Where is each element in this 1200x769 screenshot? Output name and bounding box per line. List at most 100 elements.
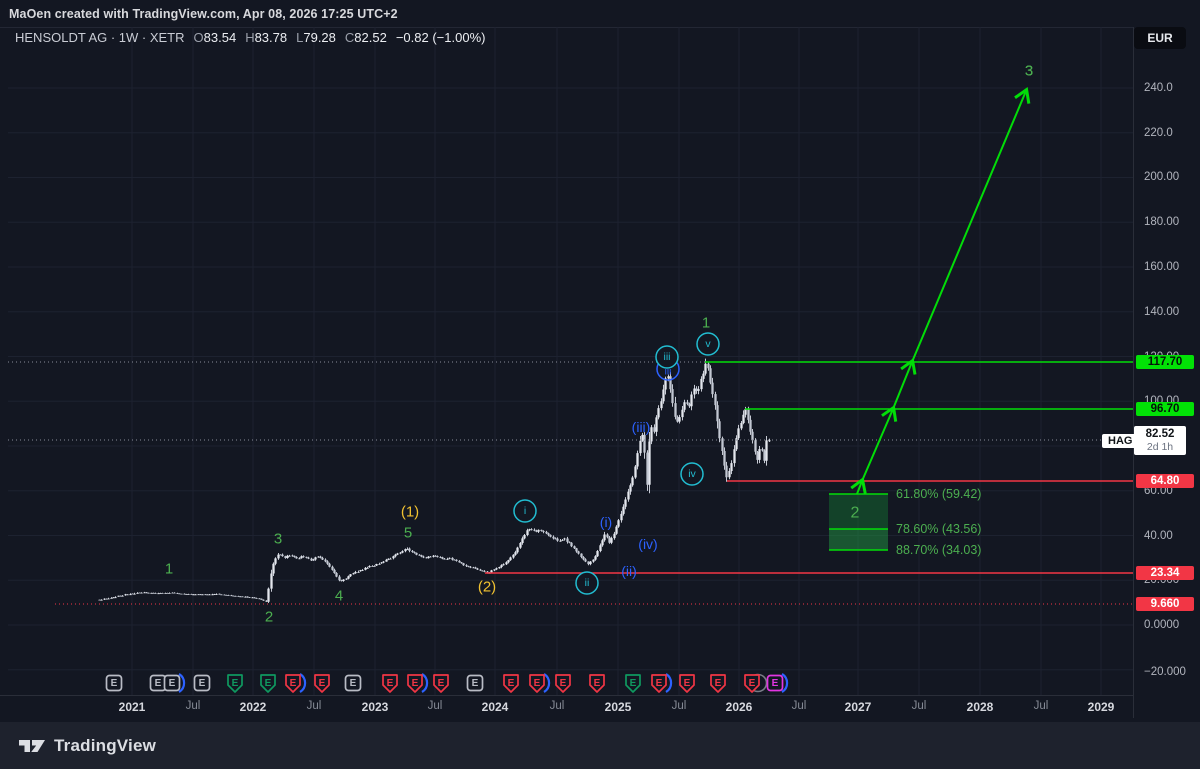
wave-label-blue-(iv)[interactable]: (iv) <box>638 536 657 552</box>
svg-text:E: E <box>749 678 756 689</box>
earnings-badge-red-icon[interactable]: E <box>679 674 695 693</box>
earnings-badge-red-icon[interactable]: E <box>314 674 330 693</box>
svg-text:E: E <box>438 678 445 689</box>
wave-circle-teal-iii[interactable] <box>655 345 679 369</box>
time-axis[interactable]: 2021 Jul 2022 Jul 2023 Jul 2024 Jul 2025 Jul 2026 J… <box>0 695 1133 723</box>
wave-label-green-5[interactable]: 5 <box>404 525 412 542</box>
wave-label-yellow-(2)[interactable]: (2) <box>478 579 496 596</box>
ohlc-values: O83.54 H83.78 L79.28 C82.52 <box>194 30 387 45</box>
price-axis-label: 200.00 <box>1144 171 1180 183</box>
earnings-badge-green-icon[interactable]: E <box>625 674 641 693</box>
time-axis-label-Jul: Jul <box>306 700 322 712</box>
earnings-badge-square-icon[interactable]: E <box>149 674 167 692</box>
time-axis-label-2022: 2022 <box>239 700 267 714</box>
earnings-badge-red-icon[interactable]: E <box>433 674 449 693</box>
time-axis-label-2027: 2027 <box>844 700 872 714</box>
wave-label-blue-(i)[interactable]: (i) <box>600 514 612 530</box>
svg-text:E: E <box>412 678 419 689</box>
change-value: −0.82 (−1.00%) <box>395 30 486 45</box>
svg-text:E: E <box>232 678 239 689</box>
svg-text:E: E <box>265 678 272 689</box>
candlestick-series <box>98 358 771 603</box>
price-level-badge-117.70: 117.70 <box>1136 355 1194 369</box>
time-axis-label-2025: 2025 <box>604 700 632 714</box>
earnings-badge-square-icon[interactable]: E <box>163 673 186 693</box>
projection-arrow[interactable]: 3 <box>850 63 1033 495</box>
earnings-badge-red-icon[interactable]: E <box>744 673 768 693</box>
wave-circle-teal-i-text: i <box>524 505 526 517</box>
wave-label-green-1[interactable]: 1 <box>702 315 710 332</box>
svg-text:E: E <box>594 678 601 689</box>
svg-text:E: E <box>656 678 663 689</box>
earnings-badge-red-icon[interactable]: E <box>710 674 726 693</box>
earnings-badge-red-icon[interactable]: E <box>651 673 673 693</box>
price-axis-label: 180.00 <box>1144 216 1180 228</box>
wave-label-blue-(ii)[interactable]: (ii) <box>621 563 637 579</box>
earnings-badge-red-icon[interactable]: E <box>555 674 571 693</box>
wave-label-green-3[interactable]: 3 <box>274 531 282 548</box>
wave-circle-teal-v[interactable] <box>696 332 720 356</box>
fib-retracement[interactable]: 61.80% (59.42) 78.60% (43.56) 88.70% (34.0… <box>829 487 981 557</box>
earnings-badge-square-icon[interactable]: E <box>344 674 362 692</box>
earnings-badge-green-icon[interactable]: E <box>260 674 276 693</box>
svg-text:E: E <box>560 678 567 689</box>
price-level-badge-96.70: 96.70 <box>1136 402 1194 416</box>
svg-text:E: E <box>508 678 515 689</box>
wave-label-yellow-(1)[interactable]: (1) <box>401 504 419 521</box>
earnings-badge-red-icon[interactable]: E <box>529 673 551 693</box>
svg-text:E: E <box>290 678 297 689</box>
time-axis-label-Jul: Jul <box>549 700 565 712</box>
symbol-price-line-label: HAG <box>1102 434 1139 448</box>
wave-label-green-4[interactable]: 4 <box>335 588 343 605</box>
time-axis-label-Jul: Jul <box>671 700 687 712</box>
svg-text:E: E <box>169 678 176 689</box>
svg-text:E: E <box>387 678 394 689</box>
earnings-badge-red-icon[interactable]: E <box>503 674 519 693</box>
price-level-lines[interactable] <box>8 361 1133 605</box>
wave-circle-teal-ii[interactable] <box>575 571 599 595</box>
time-axis-label-2021: 2021 <box>118 700 146 714</box>
price-axis[interactable]: 240.0220.0200.00180.00160.00140.00120.00… <box>1133 27 1200 718</box>
wave-label-green-3[interactable]: 3 <box>1025 63 1033 80</box>
earnings-badge-magenta-icon[interactable]: E <box>766 673 789 693</box>
ohlc-o: O83.54 <box>193 30 237 45</box>
earnings-badge-red-icon[interactable]: E <box>382 674 398 693</box>
price-axis-label: 240.0 <box>1144 82 1173 94</box>
price-axis-label: 60.00 <box>1144 485 1173 497</box>
earnings-badge-red-icon[interactable]: E <box>285 673 307 693</box>
time-axis-label-Jul: Jul <box>791 700 807 712</box>
wave-circle-blue-iii-text: iii <box>665 367 672 378</box>
time-axis-label-Jul: Jul <box>427 700 443 712</box>
symbol-title[interactable]: HENSOLDT AG · 1W · XETR <box>15 30 185 45</box>
bar-countdown: 2d 1h <box>1146 441 1174 453</box>
attribution-bar: MaOen created with TradingView.com, Apr … <box>0 0 1200 28</box>
tradingview-logo-icon[interactable] <box>18 735 46 757</box>
wave-label-green-2[interactable]: 2 <box>265 609 273 626</box>
price-axis-label: 160.00 <box>1144 261 1180 273</box>
wave-circle-teal-iv[interactable] <box>680 462 704 486</box>
svg-text:E: E <box>199 678 206 689</box>
currency-button[interactable]: EUR <box>1134 27 1186 49</box>
price-axis-label: −20.000 <box>1144 666 1186 678</box>
price-axis-label: 0.0000 <box>1144 619 1180 631</box>
svg-text:E: E <box>319 678 326 689</box>
wave-circle-teal-i[interactable] <box>513 499 537 523</box>
wave-label-green-1[interactable]: 1 <box>165 561 173 578</box>
earnings-badge-red-icon[interactable]: E <box>589 674 605 693</box>
earnings-badge-red-icon[interactable]: E <box>407 673 429 693</box>
footer-bar: TradingView <box>0 722 1200 769</box>
time-axis-label-Jul: Jul <box>911 700 927 712</box>
fib-wave-2-label: 2 <box>851 505 860 522</box>
earnings-badge-square-icon[interactable]: E <box>466 674 484 692</box>
attribution-text: MaOen created with TradingView.com, Apr … <box>9 6 398 21</box>
svg-text:E: E <box>772 678 779 689</box>
earnings-badge-square-icon[interactable]: E <box>105 674 123 692</box>
current-price-value: 82.52 <box>1145 428 1175 440</box>
earnings-badge-square-icon[interactable]: E <box>193 674 211 692</box>
ohlc-h: H83.78 <box>245 30 288 45</box>
wave-label-blue-(iii)[interactable]: (iii) <box>632 419 651 435</box>
earnings-badge-green-icon[interactable]: E <box>227 674 243 693</box>
elliott-wave-labels[interactable]: 1234513(1)(2)(iii)(i)(iv)(ii)iiiiiiiiiiv… <box>165 63 1033 626</box>
